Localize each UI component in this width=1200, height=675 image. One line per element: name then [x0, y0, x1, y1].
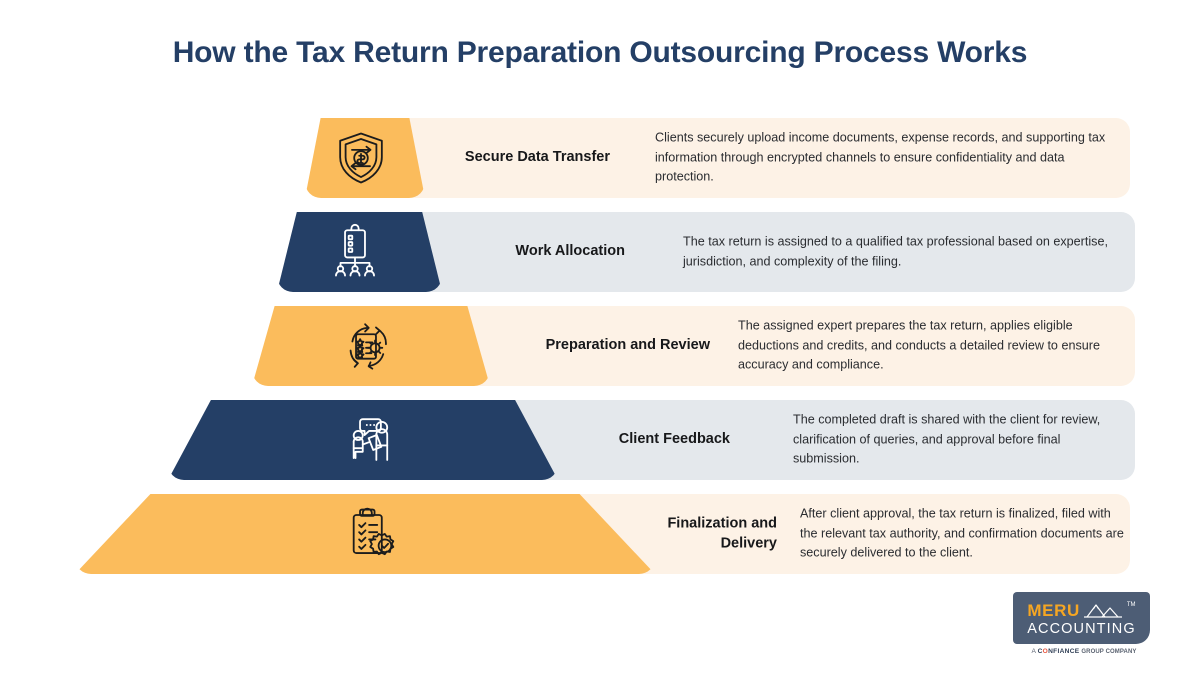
- step-description: The completed draft is shared with the c…: [793, 412, 1101, 466]
- clipboard-check-badge-icon: [341, 505, 399, 563]
- tagline-brand-post: NFIANCE: [1048, 648, 1080, 655]
- step-description: Clients securely upload income documents…: [655, 130, 1106, 184]
- step-description: After client approval, the tax return is…: [800, 506, 1124, 560]
- mountain-icon: [1083, 602, 1123, 619]
- step-background-band: [345, 118, 1130, 198]
- step-background-band: [455, 400, 1135, 480]
- logo-brand-secondary: ACCOUNTING: [1027, 620, 1136, 637]
- step-title: Preparation and Review: [545, 337, 710, 354]
- shield-dollar-transfer-icon: [332, 129, 390, 187]
- tagline-prefix: A: [1031, 648, 1038, 655]
- page-title: How the Tax Return Preparation Outsourci…: [172, 36, 1028, 69]
- step-trapezoid: [277, 212, 442, 292]
- step-title: Finalization and Delivery: [667, 515, 777, 551]
- trademark-symbol: TM: [1126, 601, 1136, 608]
- logo-tagline: A CONFIANCE GROUP COMPANY: [1018, 648, 1150, 655]
- step-title: Secure Data Transfer: [464, 149, 610, 166]
- step-title: Client Feedback: [618, 431, 730, 448]
- tagline-brand-o: O: [1042, 648, 1049, 655]
- document-gear-refresh-icon: [337, 317, 395, 375]
- tagline-brand: CONFIANCE: [1038, 648, 1080, 655]
- step-trapezoid: [75, 494, 655, 574]
- step-background-band: [400, 306, 1135, 386]
- tagline-suffix: GROUP COMPANY: [1081, 649, 1137, 655]
- step-title: Work Allocation: [515, 243, 625, 260]
- trapezoid-shape: [75, 494, 655, 574]
- trapezoid-shape: [277, 212, 442, 292]
- tagline-brand-pre: C: [1037, 648, 1043, 655]
- step-description: The tax return is assigned to a qualifie…: [683, 234, 1108, 268]
- step-background-band: [360, 212, 1135, 292]
- meru-accounting-logo[interactable]: MERU TM ACCOUNTING: [1013, 592, 1150, 644]
- org-chart-clipboard-icon: [326, 223, 384, 281]
- step-description: The assigned expert prepares the tax ret…: [738, 318, 1100, 372]
- logo-brand-primary: MERU: [1027, 600, 1080, 620]
- client-consultation-icon: [341, 411, 399, 469]
- logo-primary-row: MERU TM: [1027, 602, 1135, 619]
